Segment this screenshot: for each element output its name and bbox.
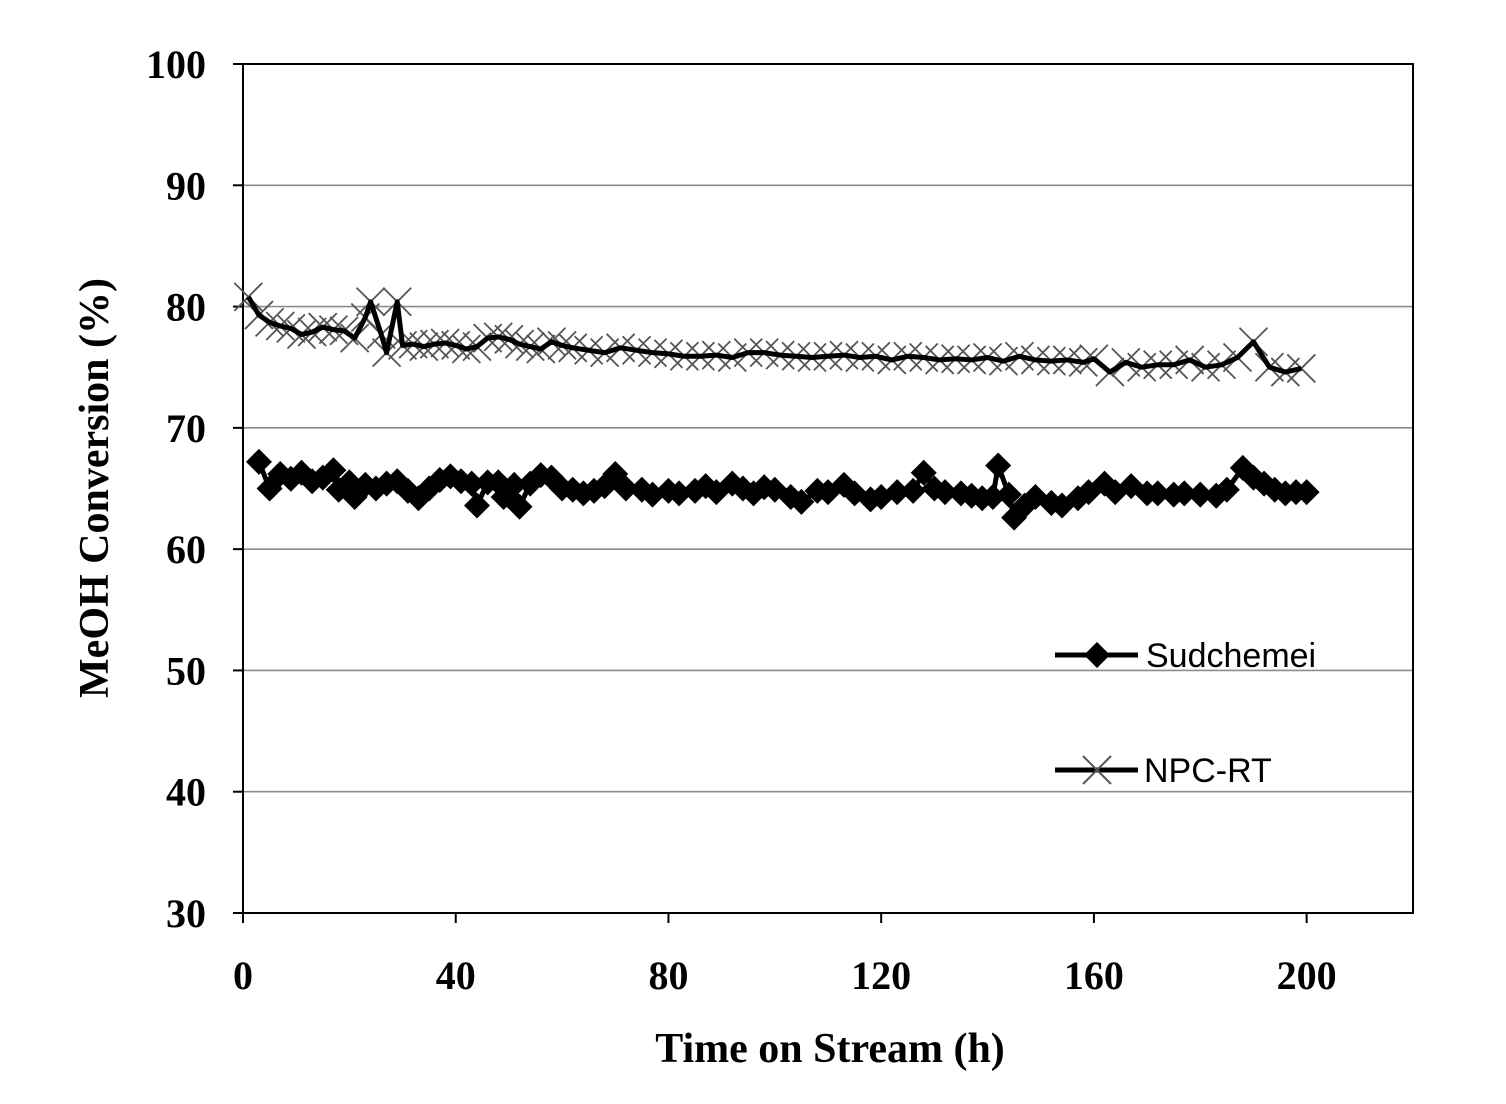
data-point-diamond [1144, 480, 1171, 507]
legend-diamond-marker [1084, 642, 1110, 668]
series-npc-rt [233, 282, 1316, 387]
data-point-diamond [666, 480, 693, 507]
y-tick-label: 70 [166, 406, 206, 451]
data-point-diamond [464, 492, 490, 519]
y-axis-title: MeOH Conversion (%) [72, 278, 118, 698]
y-tick-label: 100 [146, 42, 206, 87]
data-point-diamond [501, 471, 528, 498]
grid-lines [243, 184, 1413, 793]
data-point-diamond [884, 479, 911, 506]
data-point-diamond [1213, 476, 1240, 503]
series-sudchemei [245, 448, 1320, 531]
data-point-diamond [1187, 481, 1214, 508]
x-axis-title: Time on Stream (h) [655, 1026, 1005, 1072]
x-tick-label: 0 [233, 953, 253, 998]
tick-labels: 30 40 50 60 70 80 90 100 0 40 80 120 160 200 [146, 42, 1337, 998]
legend-label-npc-rt: NPC-RT [1144, 752, 1272, 790]
data-point-diamond [612, 475, 639, 502]
data-point-diamond [245, 448, 272, 475]
y-tick-label: 80 [166, 285, 206, 330]
data-point-x [1286, 353, 1316, 384]
data-point-diamond [910, 459, 937, 486]
series [233, 282, 1320, 531]
legend: Sudchemei NPC-RT [1055, 637, 1316, 790]
data-point-diamond [1293, 479, 1320, 506]
x-tick-label: 200 [1277, 953, 1337, 998]
data-point-diamond [985, 452, 1012, 479]
legend-label-sudchemei: Sudchemei [1146, 637, 1316, 675]
data-point-diamond [1171, 480, 1198, 507]
legend-x-marker [1082, 755, 1112, 785]
x-tick-label: 160 [1064, 953, 1124, 998]
y-tick-label: 90 [166, 163, 206, 208]
x-tick-label: 120 [851, 953, 911, 998]
plot-area-border [242, 63, 1414, 914]
data-point-diamond [320, 457, 347, 484]
data-point-diamond [900, 477, 927, 504]
data-point-diamond [932, 479, 958, 506]
series-line-npc-rt [246, 295, 1302, 375]
data-point-diamond [979, 483, 1006, 510]
data-point-diamond [458, 470, 485, 497]
legend-item-sudchemei: Sudchemei [1055, 637, 1316, 675]
legend-item-npc-rt: NPC-RT [1055, 752, 1272, 790]
y-tick-label: 40 [166, 770, 206, 815]
x-tick-label: 80 [648, 953, 688, 998]
x-tick-label: 40 [436, 953, 476, 998]
data-point-diamond [995, 481, 1022, 508]
data-point-diamond [788, 488, 815, 515]
y-tick-label: 60 [166, 527, 206, 572]
y-tick-label: 30 [166, 891, 206, 936]
data-point-diamond [506, 493, 533, 520]
y-tick-label: 50 [166, 648, 206, 693]
